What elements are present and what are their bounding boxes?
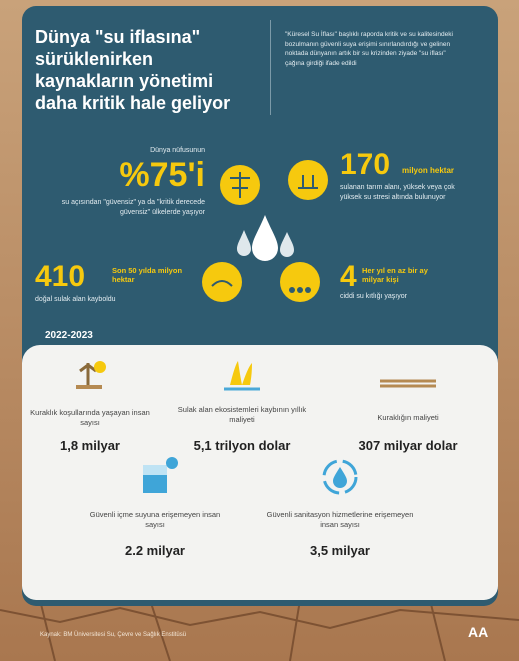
stat-figure: 410 bbox=[35, 260, 85, 294]
stat-unit: Her yıl en az bir ay milyar kişi bbox=[362, 266, 447, 284]
card-label: Güvenli sanitasyon hizmetlerine erişemey… bbox=[260, 510, 420, 530]
logo: AA bbox=[468, 624, 488, 640]
card-value: 3,5 milyar bbox=[255, 543, 425, 558]
card-label: Güvenli içme suyuna erişemeyen insan say… bbox=[85, 510, 225, 530]
card-label: Kuraklığın maliyeti bbox=[338, 413, 478, 423]
stat-unit: Son 50 yılda milyon hektar bbox=[112, 266, 192, 284]
card-icons bbox=[0, 345, 519, 515]
earth-texture bbox=[0, 600, 519, 661]
stat-text: sulanan tarım alanı, yüksek veya çok yük… bbox=[340, 183, 470, 203]
card-value: 5,1 trilyon dolar bbox=[157, 438, 327, 453]
stat-figure: 4 bbox=[340, 260, 357, 294]
footer-source: Kaynak: BM Üniversitesi Su, Çevre ve Sağ… bbox=[40, 632, 186, 638]
stat-text: doğal sulak alan kayboldu bbox=[35, 295, 205, 305]
stat-figure: 170 bbox=[340, 148, 390, 182]
card-label: Kuraklık koşullarında yaşayan insan sayı… bbox=[20, 408, 160, 428]
card-label: Sulak alan ekosistemleri kaybının yıllık… bbox=[172, 405, 312, 425]
stat-text: ciddi su kıtlığı yaşıyor bbox=[340, 292, 470, 302]
infographic: Dünya "su iflasına" sürüklenirken kaynak… bbox=[0, 0, 519, 661]
stat-text: su açısından "güvensiz" ya da "kritik de… bbox=[30, 198, 205, 218]
card-value: 307 milyar dolar bbox=[323, 438, 493, 453]
stat-lead: Dünya nüfusunun bbox=[100, 146, 205, 156]
card-value: 1,8 milyar bbox=[5, 438, 175, 453]
stat-unit: milyon hektar bbox=[402, 166, 454, 175]
stat-figure: %75'i bbox=[100, 156, 205, 195]
card-value: 2.2 milyar bbox=[70, 543, 240, 558]
period: 2022-2023 bbox=[45, 330, 93, 341]
